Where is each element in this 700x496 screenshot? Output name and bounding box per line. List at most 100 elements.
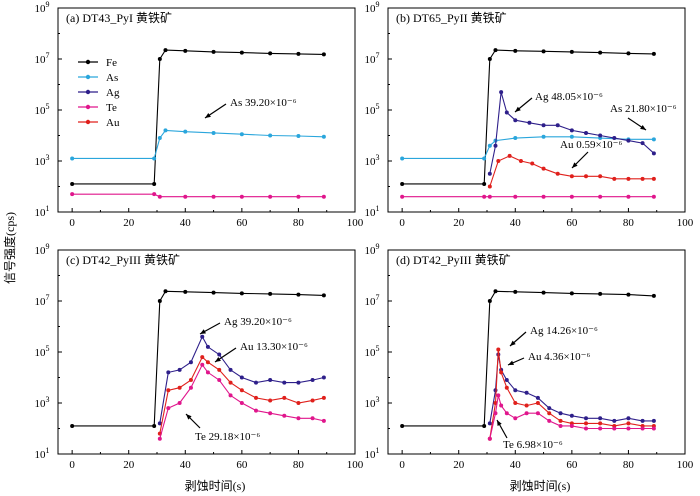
- data-point-ag: [612, 418, 617, 423]
- data-point-te: [513, 194, 518, 199]
- panel-b: 0 20 40 60 80 100 101 103 105 107 109 (b) DT65_PyII…: [365, 0, 694, 229]
- data-point-ag: [504, 378, 509, 383]
- data-point-fe: [493, 48, 498, 53]
- panel-title: (a) DT43_PyI 黄铁矿: [66, 11, 172, 25]
- data-point-ag: [584, 130, 588, 135]
- data-point-te: [177, 401, 182, 405]
- data-point-ag: [598, 133, 603, 138]
- data-point-au: [626, 421, 631, 426]
- y-tick-label: 105: [365, 344, 380, 359]
- data-point-te: [205, 370, 210, 375]
- annotation-label: Au 13.30×10⁻⁶: [240, 341, 308, 353]
- data-point-te: [569, 423, 574, 428]
- data-point-au: [598, 174, 603, 179]
- legend-marker-te: [85, 104, 91, 110]
- data-point-fe: [541, 290, 546, 295]
- data-point-as: [513, 136, 518, 141]
- data-point-te: [157, 436, 162, 441]
- annotation-arrowhead: [200, 329, 206, 334]
- legend-label-te: Te: [106, 102, 117, 114]
- panel-d: 0 20 40 60 80 100 101 103 105 107 109 (d) DT42_PyII…: [365, 242, 694, 471]
- data-point-au: [530, 161, 535, 166]
- data-point-fe: [493, 289, 498, 294]
- x-tick-label: 20: [123, 459, 135, 471]
- x-tick-label: 0: [69, 459, 75, 471]
- data-point-au: [651, 176, 656, 181]
- data-point-as: [211, 130, 216, 135]
- x-tick-label: 60: [566, 217, 578, 229]
- legend-label-fe: Fe: [106, 57, 117, 69]
- data-point-ag: [612, 136, 617, 141]
- data-point-te: [524, 411, 529, 416]
- data-point-te: [651, 426, 656, 431]
- data-point-te: [310, 416, 315, 421]
- x-tick-label: 20: [453, 459, 465, 471]
- data-point-fe: [598, 50, 603, 55]
- annotation-label: Te 29.18×10⁻⁶: [195, 431, 260, 443]
- data-point-fe: [296, 292, 301, 297]
- x-tick-label: 100: [677, 459, 694, 471]
- data-point-te: [268, 411, 273, 416]
- data-point-te: [254, 408, 258, 413]
- data-point-fe: [157, 299, 162, 303]
- panel-c: 0 20 40 60 80 100 101 103 105 107 109 (c) DT42_PyII…: [35, 242, 364, 471]
- data-point-as: [70, 156, 75, 161]
- x-tick-label: 80: [623, 459, 635, 471]
- data-point-te: [70, 192, 75, 197]
- data-point-au: [282, 395, 287, 400]
- data-point-te: [558, 423, 563, 428]
- data-point-au: [518, 159, 523, 163]
- data-point-as: [321, 134, 326, 139]
- y-tick-label: 109: [365, 242, 380, 257]
- data-point-te: [157, 194, 162, 199]
- data-point-au: [177, 385, 182, 390]
- data-point-te: [268, 194, 273, 199]
- data-point-te: [496, 393, 501, 398]
- x-tick-label: 0: [399, 217, 405, 229]
- series-line-fe: [402, 290, 654, 427]
- data-point-te: [400, 194, 405, 199]
- data-point-ag: [310, 378, 315, 383]
- series-line-fe: [72, 49, 324, 185]
- annotation-label: Au 0.59×10⁻⁶: [560, 139, 622, 151]
- data-point-ag: [513, 388, 518, 393]
- data-point-ag: [651, 418, 656, 423]
- data-point-te: [651, 194, 656, 199]
- data-point-ag: [555, 123, 560, 128]
- data-point-fe: [268, 51, 273, 56]
- data-point-as: [487, 143, 492, 148]
- data-point-as: [163, 128, 168, 133]
- data-point-ag: [598, 416, 603, 421]
- data-point-ag: [535, 395, 540, 400]
- data-point-ag: [239, 375, 244, 380]
- data-point-fe: [598, 291, 603, 296]
- legend-marker-fe: [85, 59, 91, 65]
- data-point-ag: [217, 352, 222, 357]
- y-tick-label: 109: [365, 0, 380, 15]
- data-point-ag: [524, 390, 529, 395]
- data-point-te: [626, 194, 631, 199]
- x-tick-label: 100: [347, 459, 364, 471]
- y-tick-label: 103: [35, 153, 50, 168]
- data-point-fe: [487, 299, 492, 303]
- x-tick-label: 80: [293, 217, 305, 229]
- data-point-te: [188, 385, 193, 390]
- data-point-ag: [205, 344, 210, 349]
- data-point-te: [321, 194, 326, 199]
- data-point-au: [188, 378, 193, 383]
- annotation-arrowhead: [205, 113, 211, 118]
- x-tick-label: 80: [293, 459, 305, 471]
- data-point-ag: [321, 375, 326, 380]
- x-tick-label: 80: [623, 217, 635, 229]
- data-point-au: [166, 388, 171, 393]
- x-tick-label: 40: [510, 217, 522, 229]
- data-point-te: [569, 194, 574, 199]
- data-point-au: [541, 166, 546, 171]
- data-point-te: [482, 194, 487, 199]
- data-point-au: [496, 159, 501, 163]
- y-tick-label: 101: [35, 204, 50, 219]
- data-point-ag: [541, 123, 546, 128]
- x-tick-label: 20: [453, 217, 465, 229]
- data-point-au: [558, 418, 563, 423]
- annotation-arrowhead: [508, 360, 514, 365]
